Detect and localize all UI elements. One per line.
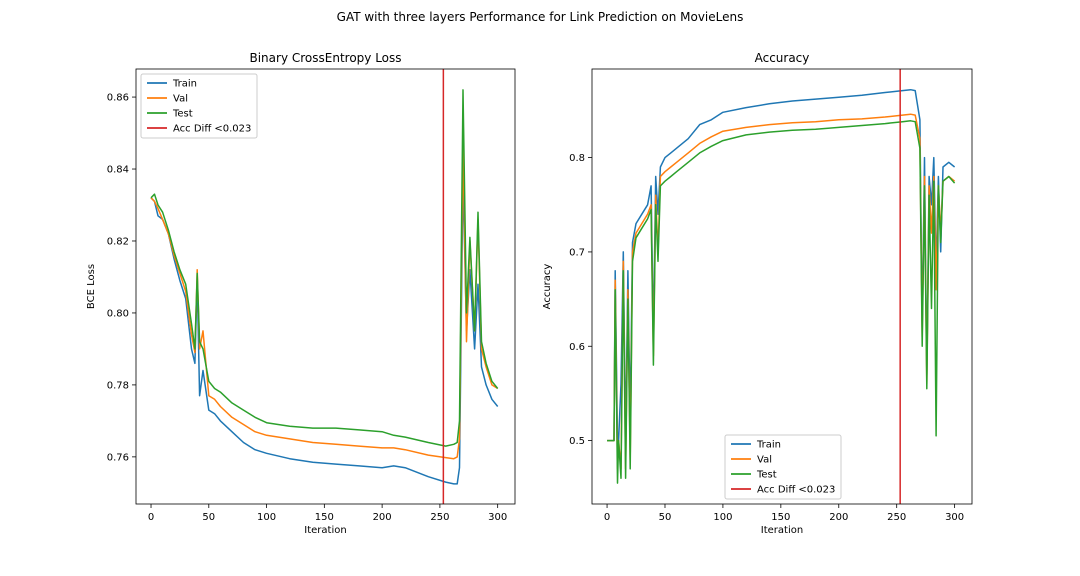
series-group	[607, 69, 956, 504]
y-tick-label: 0.8	[569, 153, 585, 164]
legend: Train Val Test Acc Diff <0.023	[140, 73, 258, 139]
series-line-test	[150, 89, 499, 447]
legend-label-1: Val	[757, 455, 772, 466]
series-line-val	[150, 139, 499, 460]
x-tick-label: 250	[430, 512, 449, 523]
series-line-test	[607, 120, 956, 484]
y-tick-label: 0.6	[569, 342, 585, 353]
legend-box	[140, 73, 258, 139]
x-axis-label: Iteration	[304, 525, 346, 536]
chart-title: Accuracy	[755, 51, 810, 65]
legend: Train Val Test Acc Diff <0.023	[724, 434, 842, 500]
x-tick-label: 200	[373, 512, 392, 523]
x-tick-label: 0	[604, 512, 610, 523]
series-line-val	[607, 113, 956, 470]
x-tick-label: 100	[257, 512, 276, 523]
x-tick-label: 200	[829, 512, 848, 523]
figure-title: GAT with three layers Performance for Li…	[336, 10, 744, 24]
y-tick-label: 0.86	[107, 93, 129, 104]
series-group	[150, 69, 499, 504]
chart-panel-1: 0 50 100 150 200 250 300 0.5 0.6 0.7 0.8 Accuracy It…	[542, 51, 973, 536]
x-tick-label: 50	[202, 512, 215, 523]
y-tick-label: 0.76	[107, 452, 129, 463]
series-line-train	[150, 175, 499, 485]
legend-label-3: Acc Diff <0.023	[757, 485, 835, 496]
legend-label-0: Train	[756, 440, 781, 451]
x-tick-label: 300	[945, 512, 964, 523]
y-axis-label: BCE Loss	[86, 264, 97, 309]
legend-label-2: Test	[756, 470, 777, 481]
y-tick-label: 0.78	[107, 380, 129, 391]
legend-label-2: Test	[172, 109, 193, 120]
y-tick-label: 0.5	[569, 436, 585, 447]
axes-frame	[135, 68, 516, 505]
chart-panel-0: 0 50 100 150 200 250 300 0.76 0.78 0.80 0.82 0.84 0.…	[86, 51, 516, 536]
x-tick-label: 300	[488, 512, 507, 523]
axes-frame	[591, 68, 973, 505]
x-tick-label: 0	[148, 512, 154, 523]
legend-label-3: Acc Diff <0.023	[173, 124, 251, 135]
legend-label-1: Val	[173, 94, 188, 105]
legend-label-0: Train	[172, 79, 197, 90]
legend-box	[724, 434, 842, 500]
x-tick-label: 100	[713, 512, 732, 523]
y-tick-label: 0.84	[107, 165, 129, 176]
y-tick-label: 0.82	[107, 236, 129, 247]
x-tick-label: 150	[315, 512, 334, 523]
x-axis-label: Iteration	[761, 525, 803, 536]
chart-title: Binary CrossEntropy Loss	[249, 51, 401, 65]
series-line-train	[607, 88, 956, 442]
x-tick-label: 250	[887, 512, 906, 523]
x-tick-label: 50	[659, 512, 672, 523]
y-tick-label: 0.7	[569, 247, 585, 258]
y-axis-label: Accuracy	[542, 264, 553, 310]
y-tick-label: 0.80	[107, 308, 129, 319]
x-tick-label: 150	[771, 512, 790, 523]
